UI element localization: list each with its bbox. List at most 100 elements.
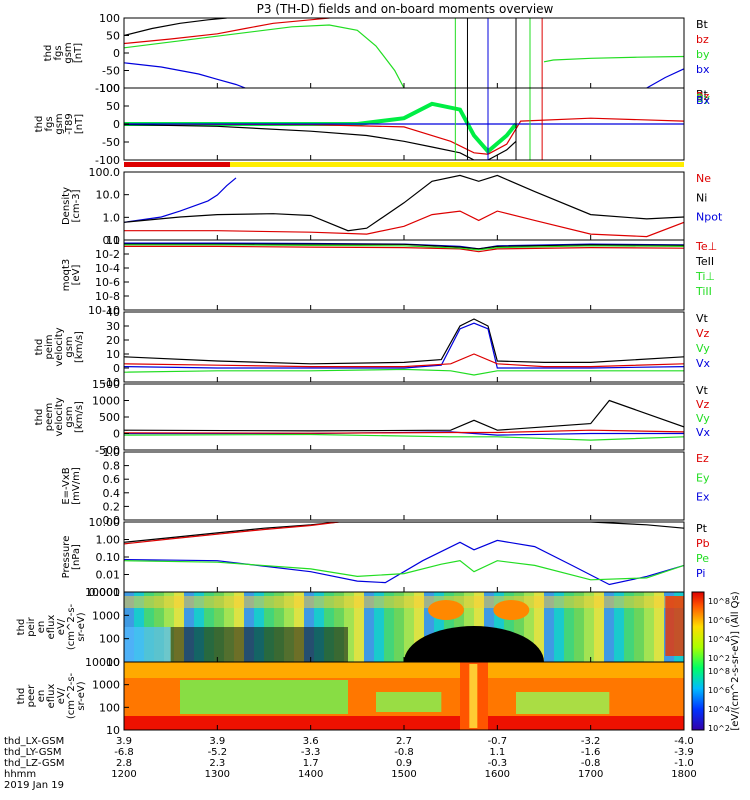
y-tick-label: -100 (95, 154, 120, 167)
series-fgs-by2 (543, 55, 684, 63)
y-tick-label: 10-6 (95, 276, 120, 289)
y-axis-label: peer (26, 684, 37, 708)
y-axis-label: fgs (53, 45, 64, 60)
series-peem_vel-Vz (124, 429, 684, 434)
y-tick-label: 10-10 (88, 304, 120, 317)
y-tick-label: 100 (99, 701, 120, 714)
spectrogram-peer (124, 662, 684, 730)
y-axis-label: peim (44, 334, 55, 359)
series-density-Ne (124, 210, 684, 238)
x-row-value: -3.2 (581, 736, 601, 747)
y-tick-label: 10.0 (96, 189, 121, 202)
colorbar-tick-lower: 10^2 (708, 724, 730, 733)
legend-fgs_dsl: Bt (696, 88, 709, 101)
colorbar-tick-upper: 10^2 (708, 654, 730, 663)
y-tick-label: 50 (106, 100, 120, 113)
y-tick-label: 0.001 (89, 586, 121, 599)
x-row-value: 1300 (205, 769, 230, 780)
legend-fgs: by (696, 48, 710, 61)
y-tick-label: 10000 (85, 656, 120, 669)
x-row-value: 0.9 (396, 758, 412, 769)
y-tick-label: 10-2 (95, 248, 120, 261)
panel-peir: 10000 1000 100 10 thd peir en eflux eV/(cm^2-s-s… (16, 586, 685, 669)
y-axis-label: thd (43, 45, 54, 62)
legend-fgs: bz (696, 33, 709, 46)
y-tick-label: -50 (102, 136, 120, 149)
y-axis-label: [eV] (71, 265, 82, 286)
x-row-label: thd_LZ-GSM (4, 758, 65, 769)
x-row-value: -3.3 (301, 747, 321, 758)
series-fgs_dsl-Bt (124, 124, 517, 160)
y-tick-label: 0 (113, 118, 120, 131)
colorbar-tick-upper: 10^8 (708, 597, 730, 606)
legend-fgs: Bt (696, 18, 709, 31)
series-pressure-Pi (124, 539, 684, 586)
series-fgs-Bt (124, 18, 227, 37)
x-row-value: -0.3 (488, 758, 508, 769)
y-axis-label: velocity (54, 397, 65, 436)
y-axis-label: (cm^2-s- (66, 603, 77, 650)
y-tick-label: -500 (95, 444, 120, 457)
y-axis-label: eflux (46, 615, 57, 640)
panel-peem_vel: 1500 1000 500 0 -500 thd peem velocity gsm [km/s]… (34, 378, 711, 457)
y-tick-label: 10 (106, 724, 120, 737)
legend-peem_vel: Vt (696, 384, 709, 397)
x-row-value: 2.3 (209, 758, 225, 769)
y-tick-label: 0.01 (96, 569, 121, 582)
y-axis-label: peem (44, 403, 55, 431)
y-axis-label: moqt3 (61, 259, 72, 292)
y-axis-label: peir (26, 616, 37, 636)
y-tick-label: 100 (99, 633, 120, 646)
x-row-value: 3.9 (116, 736, 132, 747)
date-label: 2019 Jan 19 (4, 780, 64, 791)
series-pressure-Pt (124, 522, 684, 543)
series-density-Npot (124, 177, 237, 223)
legend-efield: Ex (696, 491, 710, 504)
y-axis-label: [km/s] (74, 401, 85, 433)
legend-fgs_dsl: Bz (696, 90, 710, 103)
x-row-value: -0.8 (581, 758, 601, 769)
y-tick-label: 1000 (92, 609, 120, 622)
series-fgs_dsl-Bz (124, 117, 684, 155)
y-axis-label: Pressure (61, 536, 72, 579)
y-axis-label: [km/s] (74, 331, 85, 363)
legend-pressure: Pb (696, 537, 710, 550)
colorbar-tick-lower: 10^8 (708, 667, 730, 676)
series-fgs_dsl-By (124, 101, 518, 155)
x-row-label: hhmm (4, 769, 36, 780)
panels: 10^8 10^6 10^4 10^2 10^8 10^6 10^4 10^2 [eV/(cm^… (16, 12, 741, 737)
legend-temp: Ti⊥ (695, 270, 715, 283)
series-temp-TiII (124, 244, 684, 251)
x-row-label: thd_LX-GSM (4, 736, 64, 747)
x-row-label: thd_LY-GSM (4, 747, 61, 758)
y-tick-label: -50 (102, 65, 120, 78)
y-axis-label: thd (16, 619, 27, 636)
x-row-value: -4.0 (674, 736, 694, 747)
y-tick-label: 50 (106, 30, 120, 43)
x-row-value: 1800 (671, 769, 696, 780)
panel-density: 100.0 10.0 1.0 0.1 Density [cm-3] Ne Ni Npot (61, 166, 723, 247)
x-row-value: 1400 (298, 769, 323, 780)
y-tick-label: 30 (106, 320, 120, 333)
y-axis-label: gsm (64, 406, 75, 427)
y-axis-label: (cm^2-s- (66, 672, 77, 719)
series-temp-Ti⊥ (124, 242, 684, 250)
legend-peem_vel: Vx (696, 426, 711, 439)
x-row-value: 1.1 (489, 747, 505, 758)
y-tick-label: 100 (99, 12, 120, 25)
colorbar-tick-upper: 10^4 (708, 635, 730, 644)
status-bar-red (124, 162, 230, 167)
x-row-value: 1700 (578, 769, 603, 780)
spectrogram-peir (124, 592, 684, 662)
y-axis-label: [nT] (73, 43, 84, 63)
y-tick-label: 0.2 (103, 500, 121, 513)
y-axis-label: thd (34, 339, 45, 356)
panel-frame (123, 171, 685, 241)
series-fgs-by (124, 24, 405, 88)
y-tick-label: 0.8 (103, 460, 121, 473)
y-axis-label: thd (16, 688, 27, 705)
